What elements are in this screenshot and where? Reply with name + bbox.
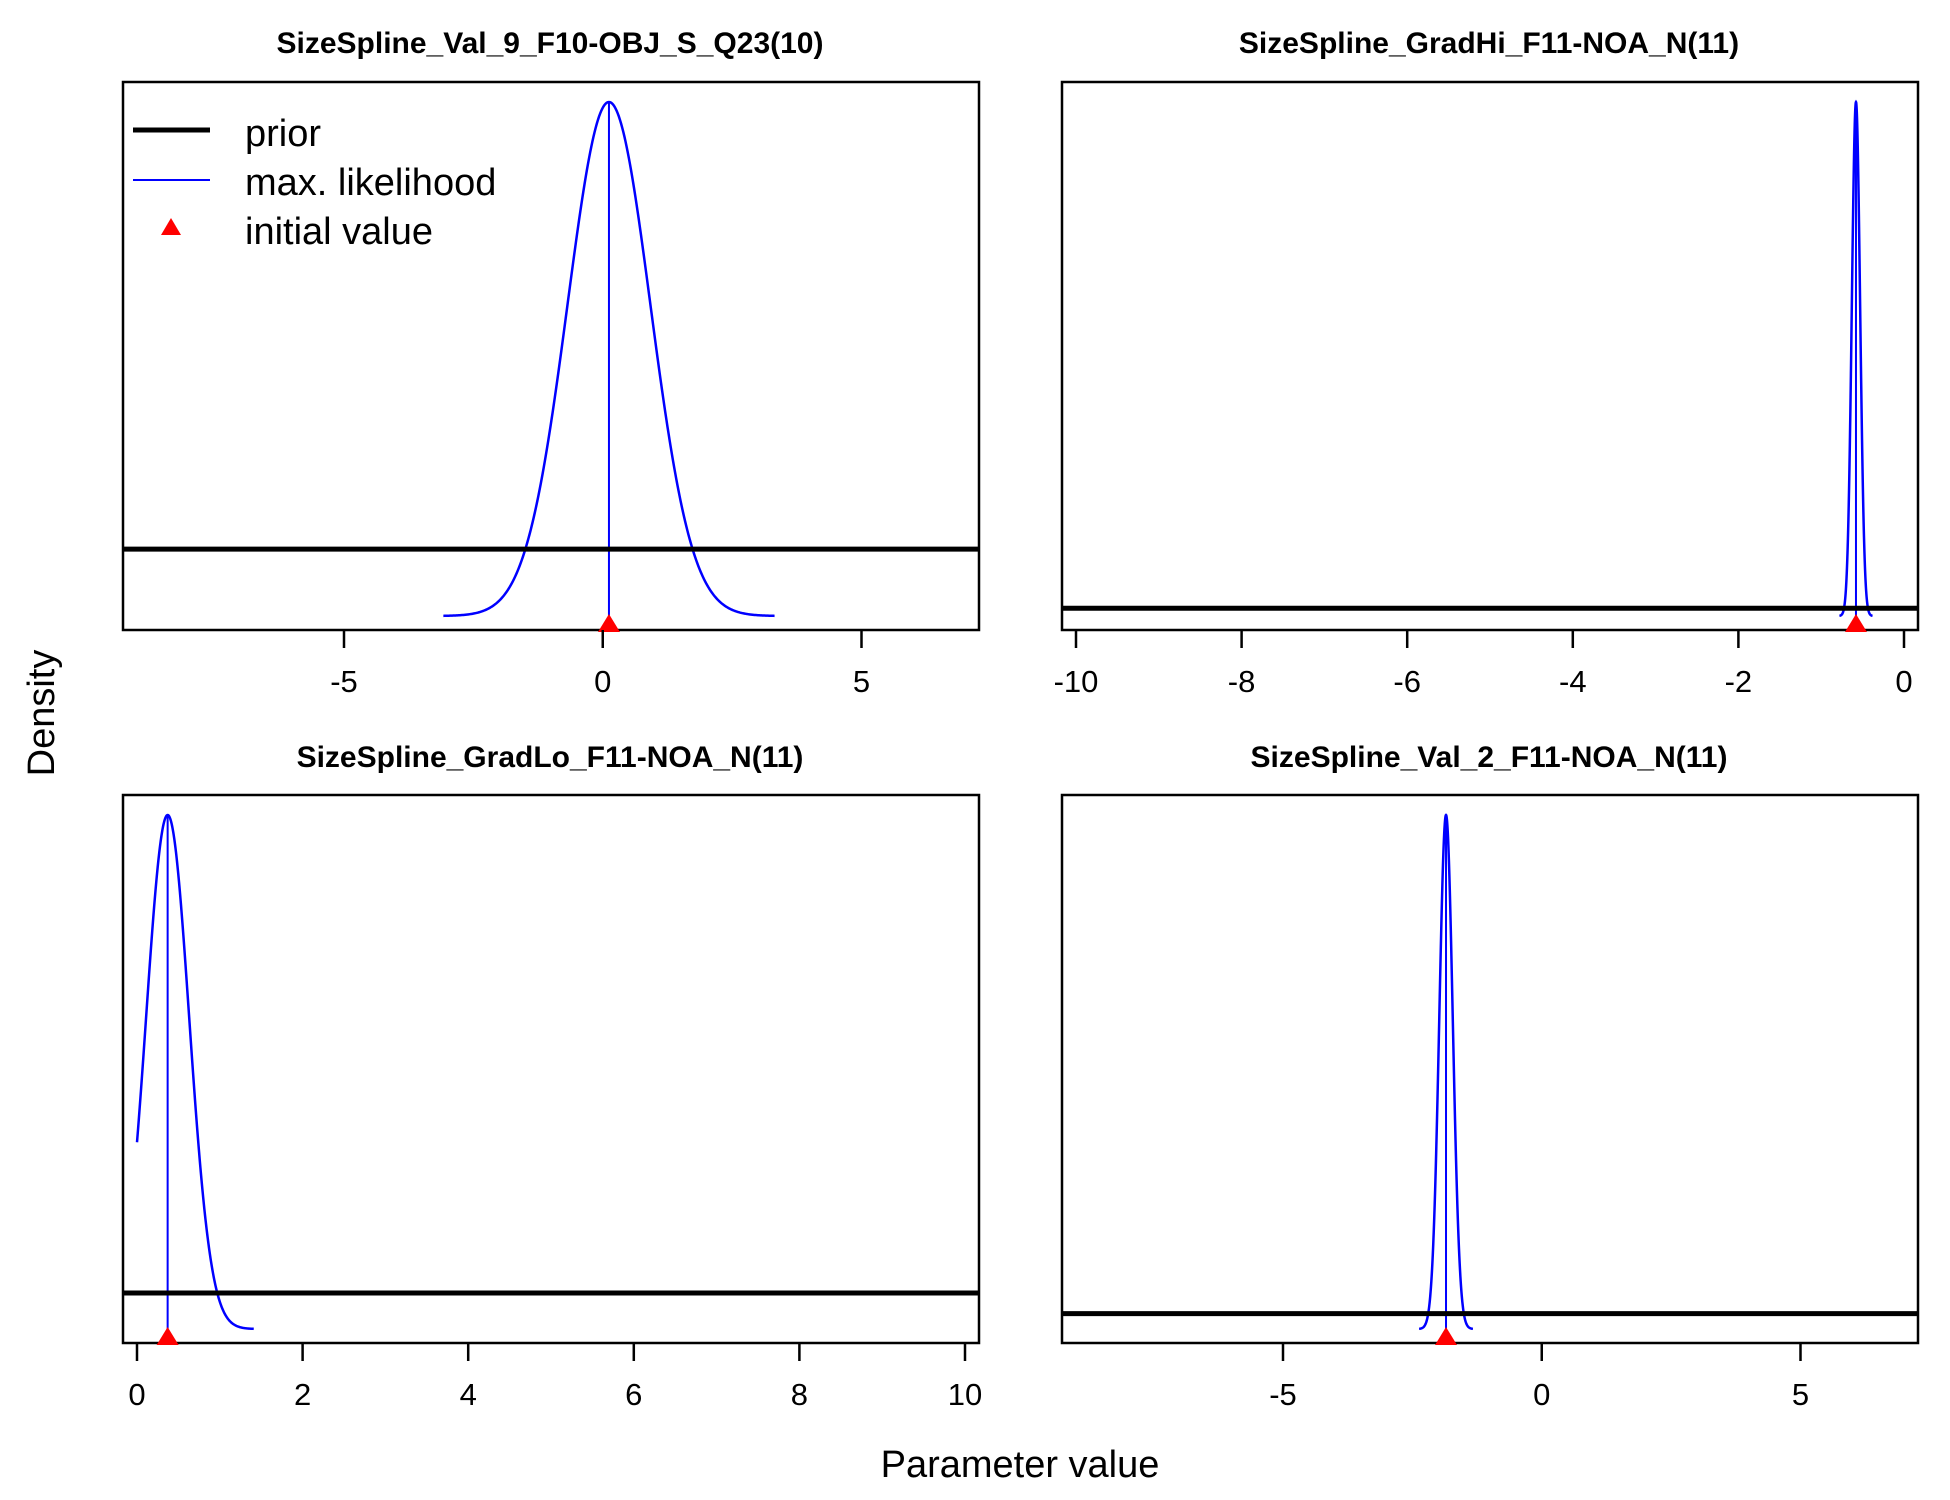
- plot-area: [1062, 813, 1918, 1331]
- panel-2: SizeSpline_GradHi_F11-NOA_N(11) -10 -8 -6-…: [1054, 27, 1920, 699]
- legend-prior-label: prior: [245, 113, 321, 155]
- plot-area: [123, 813, 979, 1331]
- x-tick-label: 2: [294, 1377, 311, 1412]
- legend: prior max. likelihood initial value: [133, 113, 496, 253]
- plot-frame: [1060, 80, 1920, 632]
- x-tick-label: -5: [1269, 1377, 1297, 1412]
- plot-frame: [121, 80, 981, 632]
- panel-4: SizeSpline_Val_2_F11-NOA_N(11) -5 0 5: [1060, 741, 1920, 1412]
- x-axis: -5 0 5: [1269, 1343, 1809, 1412]
- initial-value-marker: [156, 1327, 179, 1345]
- x-axis: -5 0 5: [330, 630, 870, 699]
- panel-title: SizeSpline_GradLo_F11-NOA_N(11): [297, 741, 804, 774]
- legend-initial-label: initial value: [245, 211, 433, 253]
- plot-area: [1062, 99, 1918, 618]
- panel-title: SizeSpline_Val_2_F11-NOA_N(11): [1251, 741, 1728, 774]
- x-tick-label: 5: [1792, 1377, 1809, 1412]
- x-tick-label: -5: [330, 664, 358, 699]
- ml-curve: [135, 813, 254, 1331]
- panel-1: SizeSpline_Val_9_F10-OBJ_S_Q23(10) -5 0 5: [121, 27, 981, 699]
- x-axis: 0 2 4 6 8 10: [128, 1343, 982, 1412]
- panel-marks: 0 2 4 6 8 10: [123, 813, 982, 1412]
- x-tick-label: 0: [128, 1377, 145, 1412]
- panel-title: SizeSpline_GradHi_F11-NOA_N(11): [1239, 27, 1739, 60]
- legend-initial-triangle-icon: [161, 218, 181, 235]
- x-tick-label: -6: [1393, 664, 1421, 699]
- x-tick-label: 4: [460, 1377, 477, 1412]
- y-axis-title: Density: [21, 650, 63, 777]
- x-tick-label: 0: [594, 664, 611, 699]
- x-axis: -10 -8 -6 -4 -2 0: [1054, 630, 1913, 699]
- x-tick-label: 8: [791, 1377, 808, 1412]
- plot-frame: [121, 793, 981, 1345]
- panel-3: SizeSpline_GradLo_F11-NOA_N(11) 0 2 4 6 8 10: [121, 741, 982, 1412]
- initial-value-marker: [1435, 1327, 1458, 1345]
- x-tick-label: 6: [625, 1377, 642, 1412]
- panel-marks: -5 0 5: [1062, 813, 1918, 1412]
- plot-frame: [1060, 793, 1920, 1345]
- x-tick-label: -8: [1228, 664, 1256, 699]
- x-tick-label: -10: [1054, 664, 1099, 699]
- plot-area: [123, 100, 979, 618]
- x-tick-label: 0: [1895, 664, 1912, 699]
- panel-title: SizeSpline_Val_9_F10-OBJ_S_Q23(10): [277, 27, 824, 60]
- x-tick-label: 5: [853, 664, 870, 699]
- x-tick-label: -4: [1559, 664, 1587, 699]
- x-tick-label: 10: [948, 1377, 982, 1412]
- x-axis-title: Parameter value: [881, 1444, 1160, 1486]
- panel-marks: -5 0 5: [123, 100, 979, 699]
- legend-ml-label: max. likelihood: [245, 162, 496, 204]
- panel-marks: -10 -8 -6 -4 -2 0: [1054, 99, 1918, 699]
- x-tick-label: -2: [1725, 664, 1753, 699]
- initial-value-marker: [1844, 614, 1867, 632]
- x-tick-label: 0: [1533, 1377, 1550, 1412]
- initial-value-marker: [597, 614, 620, 632]
